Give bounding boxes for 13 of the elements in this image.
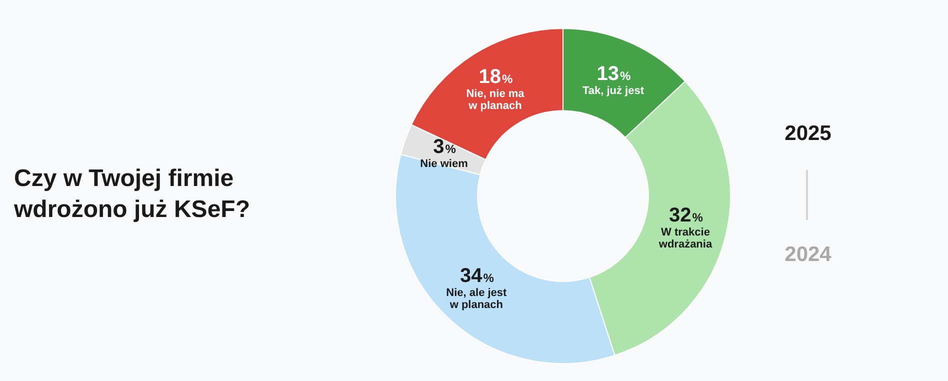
text: 2025 [784, 122, 832, 146]
slice-label: Nie wiem [420, 158, 468, 170]
data-label: 18% [478, 66, 514, 88]
text: 2024 [784, 243, 832, 267]
data-label: 32% [669, 204, 704, 226]
slice-label: Nie, nie ma w planach [466, 88, 526, 112]
data-label: 13% [596, 62, 632, 85]
data-label: 34% [460, 265, 494, 288]
text: Czy w Twojej firmie wdrożono już KSeF? [14, 164, 251, 225]
slice-label: Nie, ale jest w planach [446, 287, 508, 312]
slice-label: Tak, już jest [582, 84, 644, 97]
data-label: 3% [433, 136, 456, 158]
slice-label: W trakcie wdrażania [658, 226, 713, 250]
